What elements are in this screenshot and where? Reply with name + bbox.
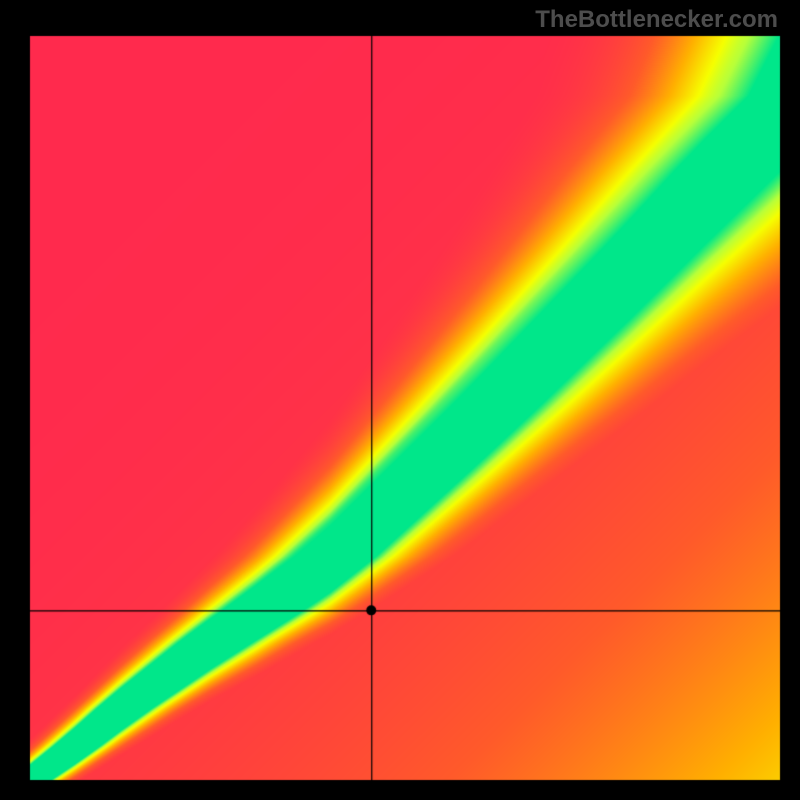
bottleneck-heatmap [0,0,800,800]
chart-container: TheBottlenecker.com [0,0,800,800]
watermark-text: TheBottlenecker.com [535,6,778,34]
